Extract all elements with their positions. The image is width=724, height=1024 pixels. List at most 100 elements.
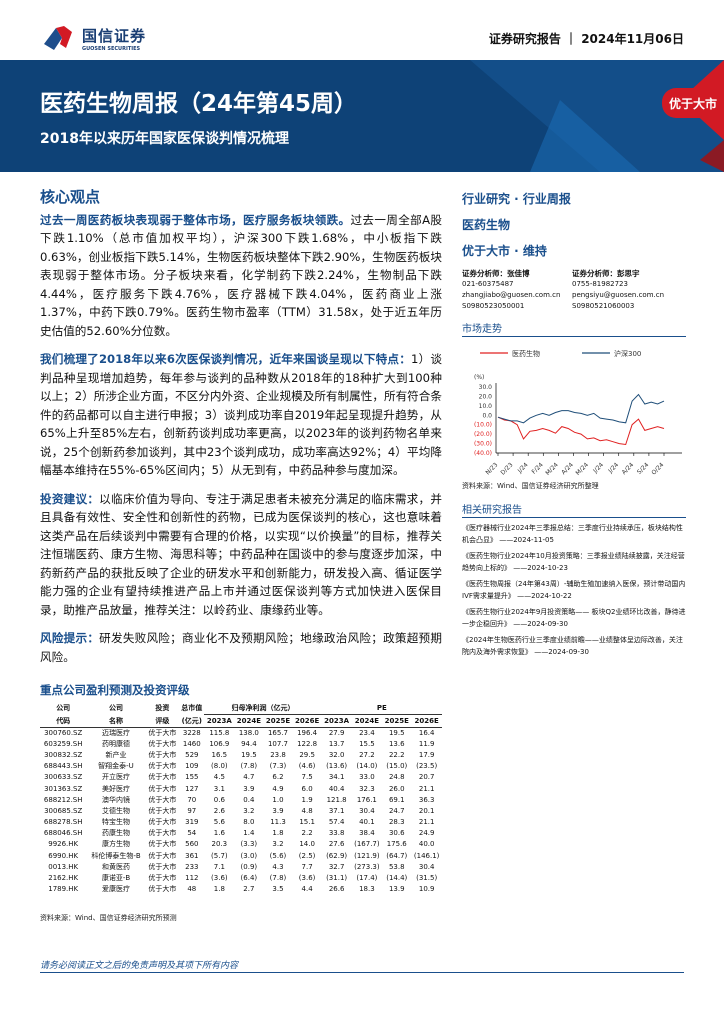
table-cell: 165.7 [267, 728, 288, 737]
table-cell: 48 [187, 885, 197, 894]
table-cell: 8.0 [243, 818, 255, 827]
paragraph-lead: 过去一周医药板块表现弱于整体市场，医疗服务板块领跌。 [40, 212, 351, 227]
table-cell: 7.1 [213, 862, 225, 871]
table-cell: 176.1 [356, 795, 377, 804]
report-title: 医药生物周报（24年第45周） [40, 91, 358, 117]
table-cell: 53.8 [388, 862, 405, 871]
table-cell: 优于大市 [148, 739, 177, 748]
paragraph: 过去一周医药板块表现弱于整体市场，医疗服务板块领跌。过去一周全部A股下跌1.10… [40, 211, 442, 341]
table-cell: 16.5 [211, 750, 228, 759]
table-cell: 2.6 [213, 806, 225, 815]
col-header: 归母净利润（亿元） [204, 702, 322, 715]
table-cell: 28.3 [388, 818, 405, 827]
table-cell: 26.6 [328, 885, 345, 894]
paragraph: 风险提示：研发失败风险；商业化不及预期风险；地缘政治风险；政策超预期风险。 [40, 629, 442, 666]
table-cell: 0.4 [243, 795, 255, 804]
y-tick-label: 0.0 [482, 412, 492, 419]
table-cell: 688046.SH [43, 829, 83, 838]
related-report-link[interactable]: 《2024年生物医药行业三季度业绩前瞻——业绩整体呈边际改善，关注院内及海外需求… [462, 636, 683, 656]
y-tick-label: (10.0) [474, 422, 492, 429]
table-cell: 3.9 [243, 784, 255, 793]
table-cell: 20.7 [418, 773, 435, 782]
table-cell: 30.4 [359, 806, 375, 815]
table-cell: (7.3) [269, 762, 287, 771]
section-heading: 核心观点 [40, 188, 101, 206]
table-cell: 175.6 [386, 840, 407, 849]
related-report-link[interactable]: 《医药生物行业2024年9月投资策略—— 板块Q2业绩环比改善，静待进一步企稳回… [462, 608, 686, 628]
table-cell: 19.5 [241, 750, 257, 759]
report-meta: 证券研究报告 ｜ 2024年11月06日 [488, 32, 684, 46]
table-cell: 21.1 [418, 784, 435, 793]
table-cell: 1.0 [272, 795, 284, 804]
table-cell: 新产业 [105, 750, 127, 759]
logo-en: GUOSEN SECURITIES [82, 45, 141, 52]
table-row: 0013.HK 和黄医药 优于大市 233 7.1 (0.9) 4.3 7.7 32.7 (273… [40, 861, 442, 872]
table-cell: 24.8 [388, 773, 405, 782]
col-header: 投资 [155, 704, 170, 713]
table-cell: (23.5) [416, 762, 438, 771]
table-cell: 9926.HK [48, 840, 79, 849]
analyst-cert: S0980523050001 [462, 302, 525, 310]
table-row: 300633.SZ 开立医疗 优于大市 155 4.5 4.7 6.2 7.5 34.1 33.0… [40, 772, 442, 783]
series-line-医药生物 [497, 416, 665, 446]
table-cell: 121.8 [326, 795, 347, 804]
paragraph: 我们梳理了2018年以来6次医保谈判情况，近年来国谈呈现以下特点：1）谈判品种呈… [40, 350, 442, 480]
table-cell: 优于大市 [148, 762, 177, 771]
table-cell: 122.8 [297, 739, 318, 748]
related-report-link[interactable]: 《医药生物周报（24年第43周）-辅助生殖加速纳入医保，预计带动国内IVF需求量… [462, 580, 686, 600]
table-cell: 4.3 [272, 862, 284, 871]
table-cell: 科伦博泰生物-B [91, 851, 141, 860]
table-row: 301363.SZ 美好医疗 优于大市 127 3.1 3.9 4.9 6.0 40.4 32.3… [40, 783, 442, 794]
table-cell: (3.6) [298, 874, 316, 883]
table-cell: 34.1 [328, 773, 345, 782]
y-axis-label: (%) [474, 374, 484, 381]
table-cell: 4.9 [272, 784, 284, 793]
y-tick-label: (40.0) [474, 450, 492, 457]
table-cell: 优于大市 [148, 795, 177, 804]
table-cell: 26.0 [388, 784, 405, 793]
table-cell: 5.6 [213, 818, 225, 827]
paragraph-text: 1）谈判品种呈现增加趋势，每年参与谈判的品种数从2018年的18种扩大到100种… [40, 352, 442, 477]
table-cell: 优于大市 [148, 773, 177, 782]
table-cell: 560 [185, 840, 199, 849]
table-cell: 54 [187, 829, 197, 838]
col-subheader: 2024E [234, 714, 264, 728]
category: 行业研究 · 行业周报 [462, 192, 571, 206]
col-subheader: 2023A [204, 714, 235, 728]
paragraph-text: 研发失败风险；商业化不及预期风险；地缘政治风险；政策超预期风险。 [40, 631, 442, 664]
table-cell: 40.0 [418, 840, 435, 849]
col-header: 公司 [108, 704, 123, 713]
table-cell: (273.3) [354, 862, 380, 871]
table-cell: 优于大市 [148, 840, 177, 849]
table-row: 9926.HK 康方生物 优于大市 560 20.3 (3.3) 3.2 14.0 27.6 (1… [40, 839, 442, 850]
col-header: PE [321, 702, 442, 715]
table-cell: (15.0) [386, 762, 408, 771]
analyst-cert: S0980521060003 [572, 302, 635, 310]
table-cell: 4.7 [243, 773, 255, 782]
col-subheader: 名称 [86, 714, 146, 728]
table-cell: 优于大市 [148, 728, 177, 737]
table-cell: 优于大市 [148, 885, 177, 894]
analyst-title: 证券分析师：张佳博 [462, 269, 530, 278]
table-cell: (0.9) [240, 862, 258, 871]
table-cell: 300760.SZ [44, 728, 83, 737]
table-cell: 7.5 [301, 773, 313, 782]
related-report-link[interactable]: 《医药生物行业2024年10月投资策略：三季报业绩陆续披露，关注经营趋势向上标的… [462, 552, 685, 572]
analyst-email[interactable]: pengsiyu@guosen.com.cn [572, 291, 665, 299]
table-cell: 7.7 [301, 862, 313, 871]
table-cell: (4.6) [298, 762, 316, 771]
table-row: 1789.HK 爱康医疗 优于大市 48 1.8 2.7 3.5 4.4 26.6 18.3 13.… [40, 884, 442, 895]
table-cell: 33.8 [328, 829, 345, 838]
paragraph: 投资建议：以临床价值为导向、专注于满足患者未被充分满足的临床需求，并且具备有效性… [40, 490, 442, 620]
table-cell: 11.3 [270, 818, 286, 827]
series-line-沪深300 [497, 393, 665, 424]
analyst-email[interactable]: zhangjiabo@guosen.com.cn [462, 291, 561, 299]
col-header: 总市值 [181, 704, 203, 713]
banner-decoration [470, 60, 724, 172]
related-report-link[interactable]: 《医疗器械行业2024年三季报总结：三季度行业持续承压，板块结构性机会凸显》 —… [462, 524, 683, 544]
x-tick-label: O/24 [650, 461, 665, 476]
table-cell: 美好医疗 [101, 784, 130, 793]
x-tick-label: M/24 [575, 461, 591, 477]
table-cell: 2.2 [301, 829, 313, 838]
table-cell: 优于大市 [148, 806, 177, 815]
